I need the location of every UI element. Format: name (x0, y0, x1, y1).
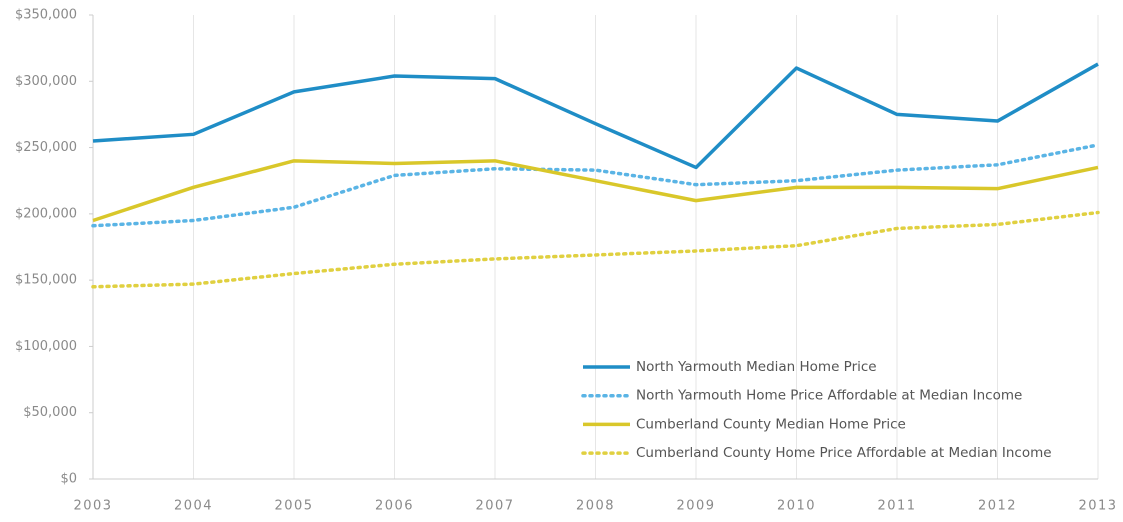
series-line (92, 62, 1099, 170)
x-tick-label: 2003 (73, 499, 112, 514)
x-tick-label: 2011 (877, 499, 916, 514)
x-tick-label: 2009 (676, 499, 715, 514)
legend-label: North Yarmouth Median Home Price (636, 359, 877, 375)
y-tick-label: $200,000 (15, 206, 77, 221)
legend-label: Cumberland County Median Home Price (636, 416, 906, 432)
y-tick-label: $50,000 (23, 405, 77, 420)
x-tick-label: 2006 (375, 499, 414, 514)
series-line (91, 210, 1100, 289)
legend: North Yarmouth Median Home Price North Ya… (581, 359, 1052, 461)
x-tick-label: 2008 (576, 499, 615, 514)
y-tick-label: $300,000 (15, 74, 77, 89)
y-tick-label: $150,000 (15, 273, 77, 288)
x-tick-label: 2013 (1078, 499, 1117, 514)
y-tick-label: $250,000 (15, 140, 77, 155)
y-tick-label: $0 (60, 472, 77, 487)
x-tick-label: 2012 (978, 499, 1017, 514)
x-tick-label: 2010 (777, 499, 816, 514)
legend-label: Cumberland County Home Price Affordable … (636, 445, 1052, 461)
legend-label: North Yarmouth Home Price Affordable at … (636, 388, 1022, 404)
series-line (92, 159, 1099, 223)
x-tick-label: 2005 (274, 499, 313, 514)
y-tick-label: $100,000 (15, 339, 77, 354)
y-tick-label: $350,000 (15, 8, 77, 23)
x-tick-label: 2007 (475, 499, 514, 514)
series-line (91, 143, 1100, 228)
x-tick-label: 2004 (174, 499, 213, 514)
